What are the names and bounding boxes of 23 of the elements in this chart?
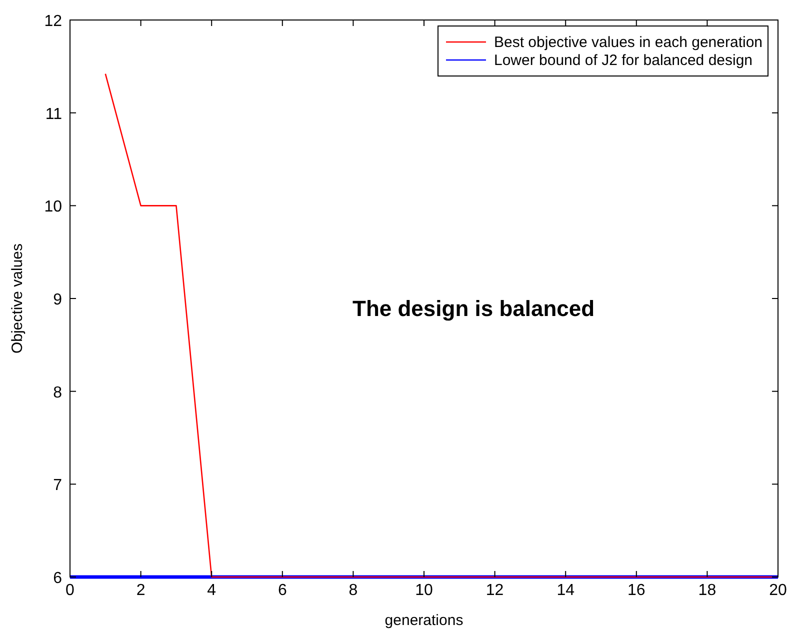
x-tick-label: 0 (66, 582, 75, 599)
x-tick-label: 4 (207, 582, 216, 599)
x-tick-label: 8 (348, 582, 358, 599)
x-tick-label: 20 (769, 582, 787, 599)
x-tick-label: 14 (556, 582, 575, 599)
y-tick-label: 11 (45, 106, 62, 123)
y-tick-label: 6 (53, 570, 62, 587)
y-tick-label: 10 (44, 198, 62, 216)
y-tick-label: 8 (53, 384, 62, 402)
x-tick-label: 6 (278, 582, 287, 599)
legend-label: Best objective values in each generation (494, 34, 763, 51)
annotation: The design is balanced (352, 296, 595, 321)
x-axis-title: generations (384, 612, 464, 629)
x-tick-label: 16 (628, 582, 646, 599)
y-axis-title: Objective values (9, 243, 26, 354)
y-tick-label: 7 (53, 477, 62, 494)
x-tick-label: 12 (486, 582, 504, 599)
y-tick-label: 12 (44, 13, 62, 30)
y-tick-label: 9 (53, 292, 62, 308)
x-tick-label: 2 (136, 582, 146, 599)
x-tick-label: 18 (698, 582, 716, 599)
x-tick-label: 10 (415, 582, 433, 599)
legend-label: Lower bound of J2 for balanced design (494, 52, 753, 69)
